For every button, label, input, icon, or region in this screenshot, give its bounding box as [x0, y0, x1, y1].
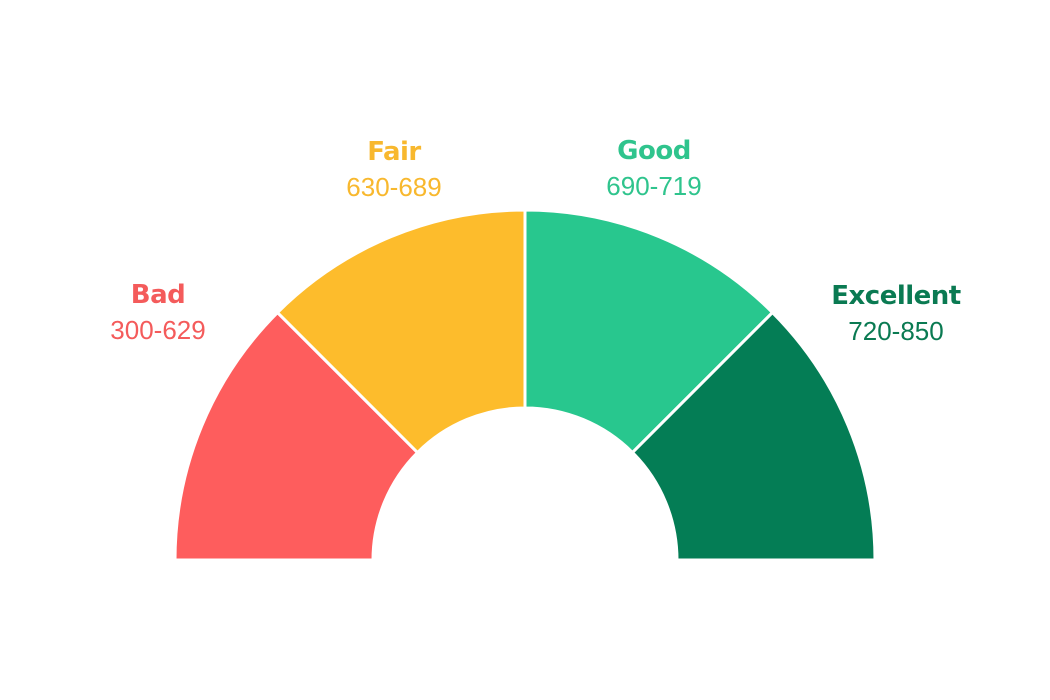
label-excellent-title: Excellent — [831, 281, 961, 311]
label-bad-range: 300-629 — [110, 315, 206, 345]
segment-bad — [173, 310, 420, 562]
label-fair-range: 630-689 — [346, 172, 442, 202]
label-good-range: 690-719 — [606, 171, 702, 201]
segment-excellent — [630, 310, 877, 562]
label-fair: Fair 630-689 — [284, 137, 504, 203]
segment-fair — [275, 208, 527, 455]
label-bad-title: Bad — [130, 280, 186, 310]
label-good: Good 690-719 — [544, 136, 764, 202]
label-fair-title: Fair — [367, 137, 421, 167]
label-excellent-range: 720-850 — [848, 316, 944, 346]
label-bad: Bad 300-629 — [48, 280, 268, 346]
label-good-title: Good — [617, 136, 691, 166]
segment-good — [523, 208, 775, 455]
label-excellent: Excellent 720-850 — [786, 281, 1006, 347]
